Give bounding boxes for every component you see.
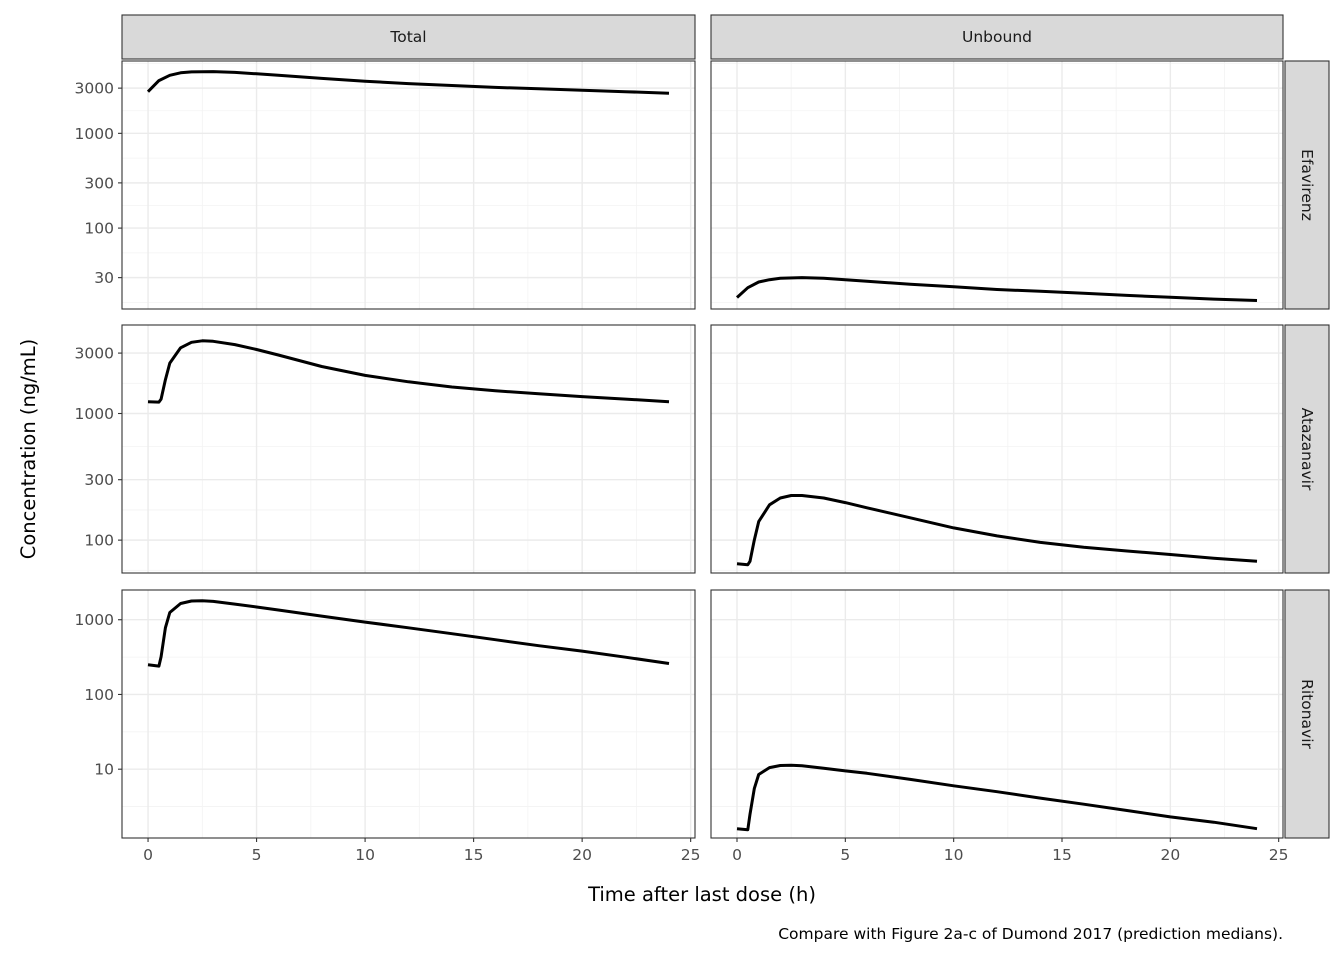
grid-layer bbox=[122, 61, 1283, 838]
panel-background-ritonavir-unbound bbox=[711, 590, 1283, 838]
x-tick-label: 20 bbox=[572, 846, 592, 864]
panel-background-ritonavir-total bbox=[122, 590, 695, 838]
series-line-ritonavir-total bbox=[147, 599, 670, 668]
series-line-efavirenz-unbound bbox=[735, 276, 1258, 302]
x-tick-label: 10 bbox=[355, 846, 375, 864]
x-tick-label: 5 bbox=[840, 846, 850, 864]
panel-border-efavirenz-total bbox=[121, 60, 696, 310]
x-tick-label: 10 bbox=[944, 846, 964, 864]
x-tick-label: 20 bbox=[1160, 846, 1180, 864]
panel-background-atazanavir-total bbox=[122, 325, 695, 573]
row-strip-atazanavir bbox=[1284, 324, 1330, 574]
panel-border-ritonavir-total bbox=[121, 589, 696, 839]
column-strip-label: Unbound bbox=[962, 28, 1032, 46]
x-tick-label: 25 bbox=[1269, 846, 1289, 864]
panel-background-efavirenz-unbound bbox=[711, 61, 1283, 309]
row-strip-ritonavir bbox=[1284, 589, 1330, 839]
chart-caption: Compare with Figure 2a-c of Dumond 2017 … bbox=[778, 925, 1283, 943]
y-tick-label: 100 bbox=[84, 686, 114, 704]
panel-background-efavirenz-total bbox=[122, 61, 695, 309]
y-tick-label: 300 bbox=[84, 174, 114, 192]
x-tick-label: 0 bbox=[732, 846, 742, 864]
y-tick-label: 1000 bbox=[75, 125, 114, 143]
column-strip-total bbox=[121, 14, 696, 60]
y-axis-title: Concentration (ng/mL) bbox=[17, 339, 40, 560]
x-tick-label: 15 bbox=[1052, 846, 1072, 864]
panel-border-ritonavir-unbound bbox=[710, 589, 1284, 839]
y-tick-label: 100 bbox=[84, 532, 114, 550]
labels-layer: 3010030010003000Efavirenz10030010003000A… bbox=[75, 28, 1316, 864]
series-line-atazanavir-total bbox=[147, 339, 670, 404]
column-strip-unbound bbox=[710, 14, 1284, 60]
series-line-efavirenz-total bbox=[146, 70, 670, 95]
y-tick-label: 3000 bbox=[75, 345, 114, 363]
y-tick-label: 1000 bbox=[75, 611, 114, 629]
panel-border-efavirenz-unbound bbox=[710, 60, 1284, 310]
row-strip-label: Atazanavir bbox=[1298, 408, 1316, 491]
row-strip-label: Ritonavir bbox=[1298, 679, 1316, 749]
frame-layer bbox=[118, 14, 1330, 842]
y-tick-label: 10 bbox=[94, 761, 114, 779]
y-tick-label: 30 bbox=[94, 269, 114, 287]
x-tick-label: 15 bbox=[464, 846, 484, 864]
y-tick-label: 3000 bbox=[75, 80, 114, 98]
x-axis-title: Time after last dose (h) bbox=[587, 883, 816, 906]
panel-background-atazanavir-unbound bbox=[711, 325, 1283, 573]
row-strip-efavirenz bbox=[1284, 60, 1330, 310]
y-tick-label: 1000 bbox=[75, 405, 114, 423]
row-strip-label: Efavirenz bbox=[1298, 149, 1316, 221]
x-tick-label: 25 bbox=[681, 846, 701, 864]
series-layer bbox=[146, 70, 1258, 832]
panel-border-atazanavir-unbound bbox=[710, 324, 1284, 574]
x-tick-label: 5 bbox=[252, 846, 262, 864]
panel-border-atazanavir-total bbox=[121, 324, 696, 574]
series-line-atazanavir-unbound bbox=[736, 494, 1258, 567]
x-tick-label: 0 bbox=[143, 846, 153, 864]
series-line-ritonavir-unbound bbox=[736, 763, 1258, 832]
y-tick-label: 300 bbox=[84, 471, 114, 489]
y-tick-label: 100 bbox=[84, 220, 114, 238]
column-strip-label: Total bbox=[389, 28, 426, 46]
